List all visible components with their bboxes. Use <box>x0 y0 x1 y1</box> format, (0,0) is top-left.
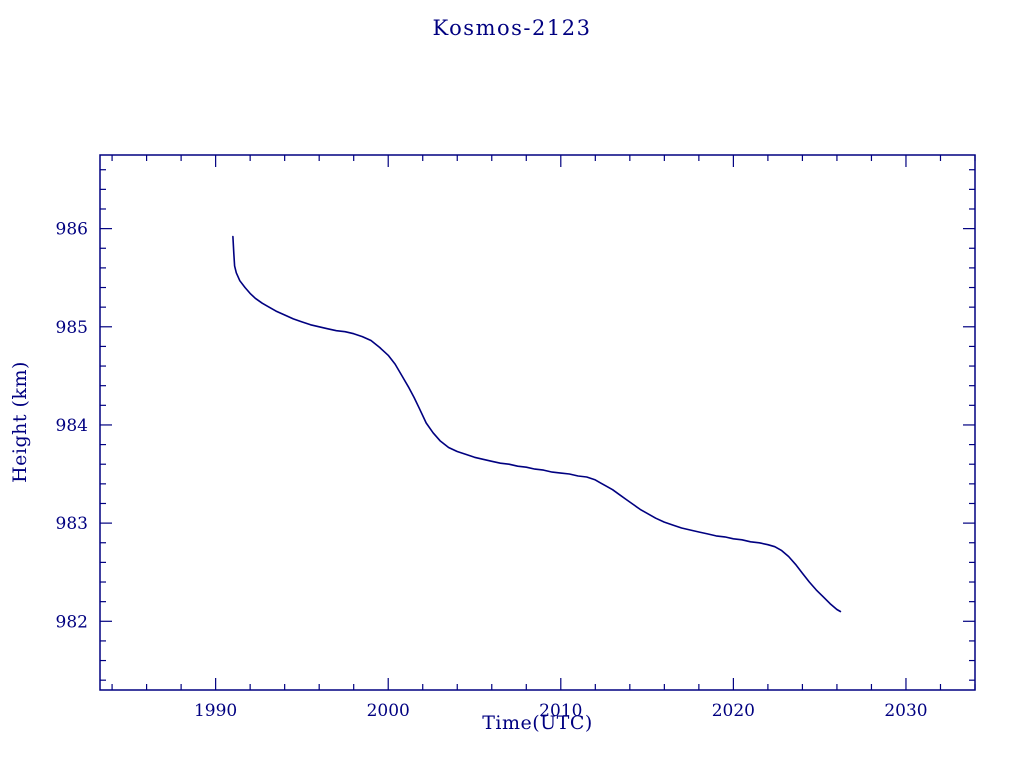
y-tick-label: 985 <box>56 318 88 338</box>
chart-title: Kosmos-2123 <box>432 16 592 40</box>
plot-frame <box>99 154 976 691</box>
x-tick-label: 2030 <box>884 701 927 721</box>
y-tick-label: 986 <box>56 220 88 240</box>
x-tick-label: 2020 <box>712 701 755 721</box>
y-tick-label: 982 <box>56 612 88 632</box>
y-tick-label: 984 <box>56 416 88 436</box>
y-tick-label: 983 <box>56 514 88 534</box>
data-line <box>232 235 842 613</box>
x-tick-label: 2010 <box>539 701 582 721</box>
x-axis-label: Time(UTC) <box>482 712 593 734</box>
x-tick-label: 2000 <box>367 701 410 721</box>
x-tick-label: 1990 <box>194 701 237 721</box>
